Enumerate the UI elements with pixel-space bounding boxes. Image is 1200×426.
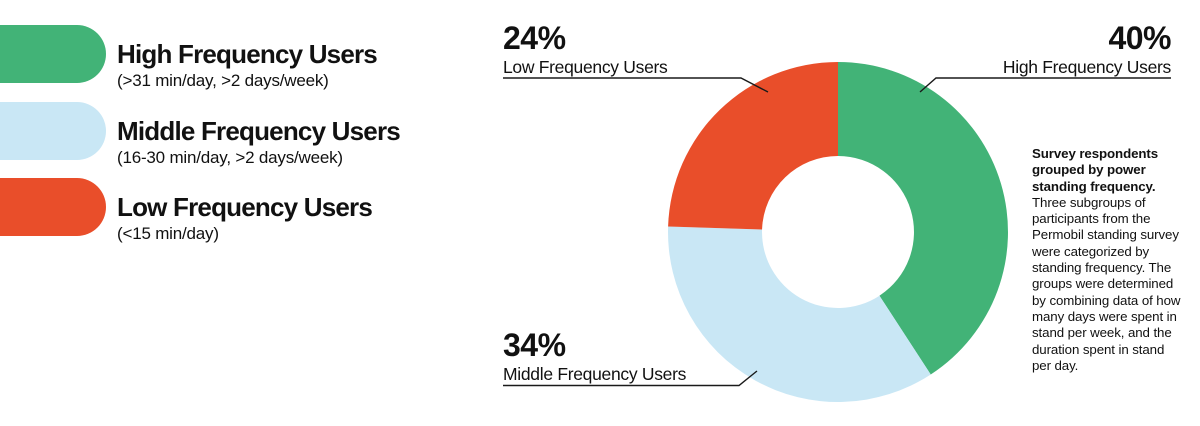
legend-label: High Frequency Users bbox=[117, 39, 378, 69]
annotation-lead: Survey respondents grouped by power stan… bbox=[1032, 146, 1159, 194]
legend-detail: (16-30 min/day, >2 days/week) bbox=[117, 148, 343, 167]
legend-text-low: Low Frequency Users (<15 min/day) bbox=[117, 192, 457, 244]
callout-value: 40% bbox=[1108, 20, 1171, 56]
legend-swatch-high bbox=[0, 25, 106, 83]
legend-detail: (>31 min/day, >2 days/week) bbox=[117, 71, 329, 90]
legend-swatch-middle bbox=[0, 102, 106, 160]
donut-chart bbox=[668, 62, 1008, 402]
legend-text-middle: Middle Frequency Users (16-30 min/day, >… bbox=[117, 116, 457, 168]
legend-label: Middle Frequency Users bbox=[117, 116, 401, 146]
callout-value: 24% bbox=[503, 20, 566, 56]
legend-label: Low Frequency Users bbox=[117, 192, 373, 222]
callout-value: 34% bbox=[503, 327, 566, 363]
legend-item-middle: Middle Frequency Users (16-30 min/day, >… bbox=[0, 102, 460, 167]
legend-detail: (<15 min/day) bbox=[117, 224, 219, 243]
callout-middle: 34% Middle Frequency Users bbox=[503, 329, 686, 384]
legend-item-low: Low Frequency Users (<15 min/day) bbox=[0, 178, 460, 243]
callout-label: Middle Frequency Users bbox=[503, 364, 687, 384]
legend-item-high: High Frequency Users (>31 min/day, >2 da… bbox=[0, 25, 460, 90]
annotation-body: Three subgroups of participants from the… bbox=[1032, 194, 1181, 373]
donut-slice-high bbox=[838, 62, 1008, 375]
callout-high: 40% High Frequency Users bbox=[1002, 20, 1172, 77]
annotation-text: Survey respondents grouped by power stan… bbox=[1032, 146, 1182, 374]
callout-label: Low Frequency Users bbox=[503, 57, 668, 77]
callout-label: High Frequency Users bbox=[1002, 57, 1171, 77]
legend-text-high: High Frequency Users (>31 min/day, >2 da… bbox=[117, 39, 457, 91]
callout-low: 24% Low Frequency Users bbox=[503, 22, 668, 77]
donut-slice-low bbox=[668, 62, 838, 230]
legend-swatch-low bbox=[0, 178, 106, 236]
donut-slice-middle bbox=[668, 226, 931, 402]
